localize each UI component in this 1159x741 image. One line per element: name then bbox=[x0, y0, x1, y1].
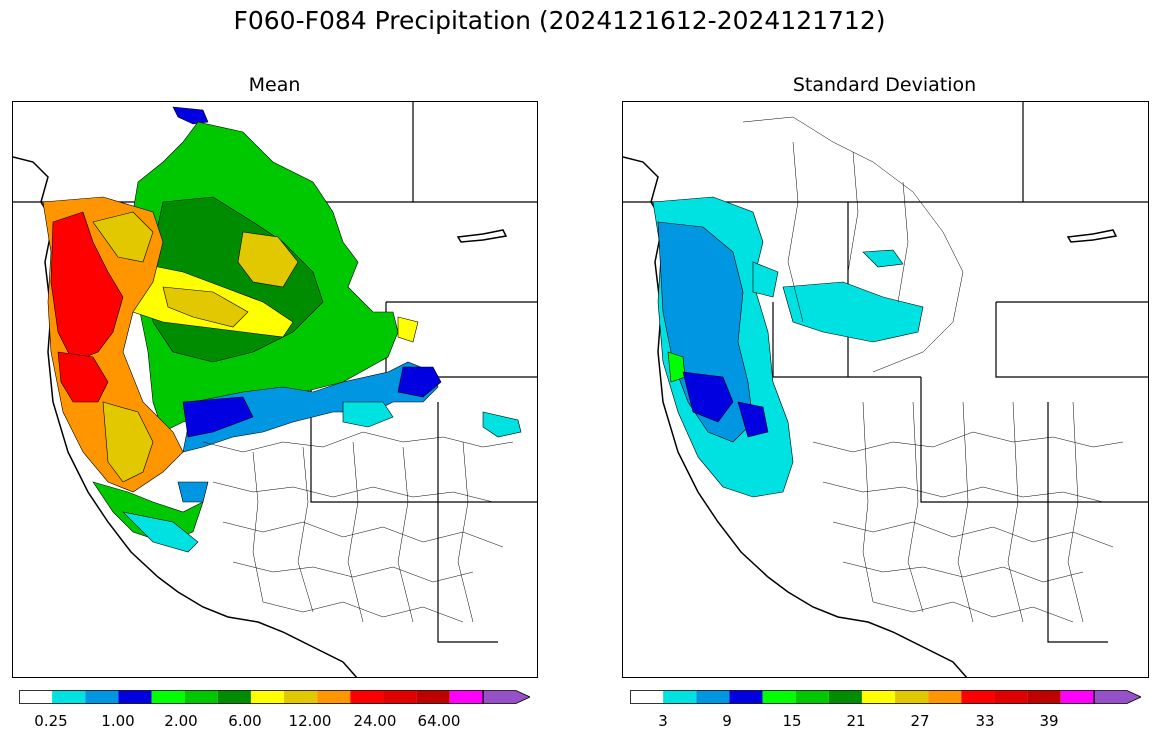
stddev-tick-label: 39 bbox=[1039, 712, 1059, 730]
mean-tick-label: 12.00 bbox=[288, 712, 332, 730]
stddev-colorbar-swatch bbox=[861, 690, 896, 704]
mean-colorbar-swatch bbox=[449, 690, 483, 704]
stddev-tick-label: 3 bbox=[658, 712, 668, 730]
stddev-tick-label: 27 bbox=[910, 712, 930, 730]
mean-colorbar-swatch bbox=[19, 690, 53, 704]
mean-colorbar-swatch bbox=[52, 690, 86, 704]
figure-title: F060-F084 Precipitation (2024121612-2024… bbox=[233, 6, 886, 35]
stddev-colorbar-swatch bbox=[961, 690, 995, 704]
stddev-colorbar-swatch bbox=[895, 690, 929, 704]
stddev-colorbar-swatch bbox=[828, 690, 862, 704]
mean-tick-label: 64.00 bbox=[417, 712, 461, 730]
stddev-colorbar-swatch bbox=[994, 690, 1028, 704]
stddev-colorbar-swatch bbox=[762, 690, 796, 704]
mean-panel-title: Mean bbox=[248, 74, 301, 96]
mean-tick-label: 6.00 bbox=[228, 712, 262, 730]
mean-tick-label: 24.00 bbox=[353, 712, 397, 730]
mean-colorbar-border bbox=[19, 690, 484, 704]
mean-tick-label: 2.00 bbox=[164, 712, 198, 730]
mean-colorbar-swatch bbox=[85, 690, 119, 704]
stddev-colorbar-swatch bbox=[1027, 690, 1061, 704]
stddev-panel-title: Standard Deviation bbox=[792, 74, 977, 96]
mean-colorbar-swatch bbox=[151, 690, 185, 704]
stddev-colorbar-swatch bbox=[1093, 690, 1142, 704]
mean-colorbar-swatch bbox=[250, 690, 285, 704]
stddev-map bbox=[622, 101, 1149, 678]
stddev-colorbar-swatch bbox=[663, 690, 697, 704]
mean-colorbar-swatch bbox=[284, 690, 318, 704]
stddev-colorbar-border bbox=[630, 690, 1095, 704]
mean-tick-label: 1.00 bbox=[101, 712, 135, 730]
stddev-colorbar-swatch bbox=[729, 690, 763, 704]
mean-colorbar-swatch bbox=[118, 690, 152, 704]
mean-tick-label: 0.25 bbox=[34, 712, 68, 730]
stddev-tick-label: 15 bbox=[782, 712, 802, 730]
stddev-tick-label: 9 bbox=[722, 712, 732, 730]
stddev-colorbar bbox=[630, 689, 1142, 704]
mean-colorbar-swatch bbox=[317, 690, 351, 704]
stddev-colorbar-swatch bbox=[696, 690, 730, 704]
stddev-colorbar-swatch bbox=[795, 690, 829, 704]
mean-colorbar-swatch bbox=[184, 690, 218, 704]
mean-colorbar-swatch bbox=[416, 690, 450, 704]
mean-colorbar-swatch bbox=[482, 690, 531, 704]
stddev-tick-label: 33 bbox=[975, 712, 995, 730]
mean-colorbar-swatch bbox=[350, 690, 384, 704]
stddev-tick-label: 21 bbox=[846, 712, 866, 730]
mean-colorbar-swatch bbox=[217, 690, 251, 704]
stddev-colorbar-swatch bbox=[1060, 690, 1094, 704]
mean-colorbar-swatch bbox=[383, 690, 417, 704]
mean-colorbar bbox=[19, 689, 531, 704]
stddev-colorbar-swatch bbox=[630, 690, 664, 704]
stddev-colorbar-swatch bbox=[928, 690, 962, 704]
mean-map bbox=[12, 101, 538, 678]
